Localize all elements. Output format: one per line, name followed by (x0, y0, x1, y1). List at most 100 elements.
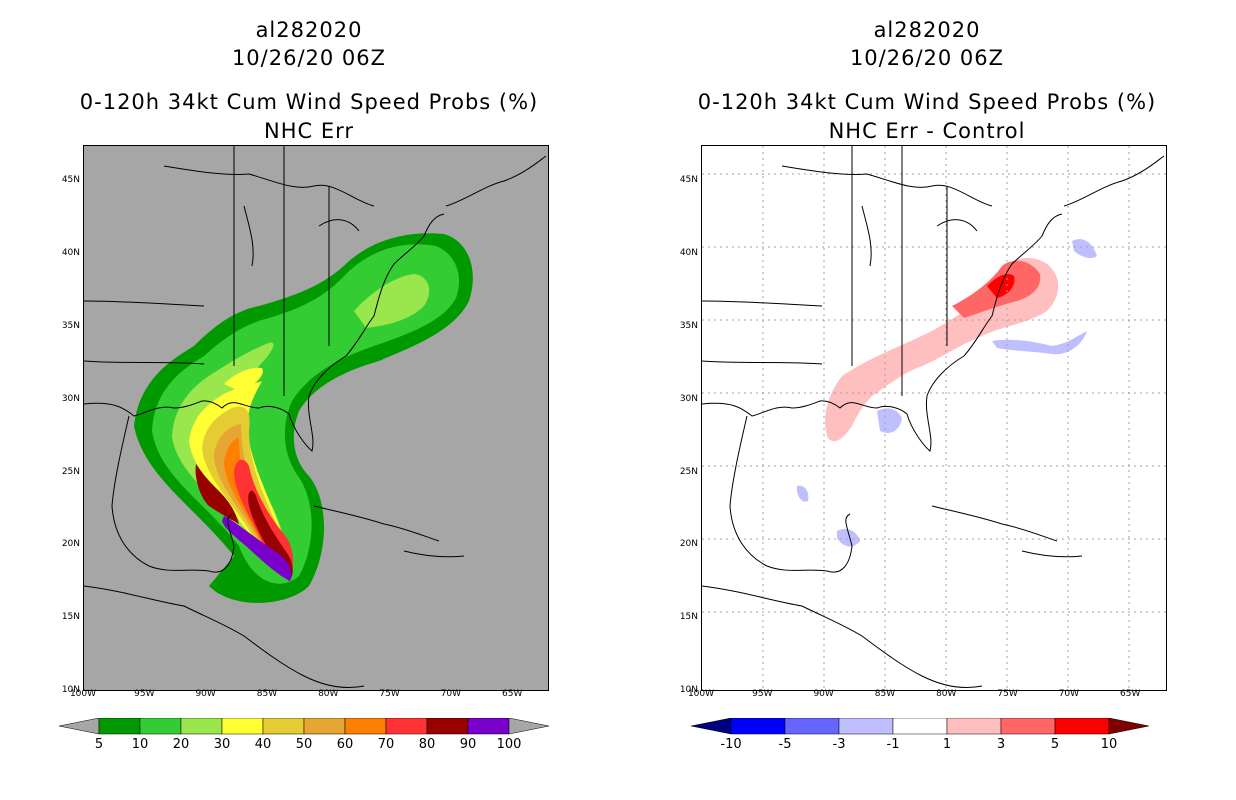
contour-30b (224, 367, 263, 391)
coastlines (84, 146, 547, 689)
colorbar-label: -1 (886, 737, 900, 752)
colorbar-label: 90 (459, 737, 477, 752)
colorbar-graphic (58, 718, 550, 735)
lat-tick-label: 25N (61, 466, 80, 477)
difference-shading (796, 239, 1097, 547)
lat-tick-label: 20N (679, 539, 698, 550)
colorbar-swatch (180, 718, 223, 735)
colorbar-label: 5 (94, 737, 104, 752)
lon-tick-label: 80W (318, 689, 339, 699)
colorbar-label: 3 (996, 737, 1006, 752)
colorbar-left-arrow (58, 718, 100, 735)
lon-tick-label: 75W (379, 689, 400, 699)
lon-tick-label: 95W (134, 689, 155, 699)
colorbar-swatch (1054, 718, 1110, 735)
diff-negative-1d (837, 529, 860, 547)
lat-tick-label: 15N (61, 612, 80, 623)
colorbar-label: 70 (377, 737, 395, 752)
diff-negative-1c (1072, 239, 1097, 259)
right-difference-map (701, 145, 1167, 691)
diff-negative-1a (992, 331, 1087, 355)
colorbar-swatch (344, 718, 387, 735)
colorbar-right-arrow (1108, 718, 1150, 735)
lon-tick-label: 100W (69, 689, 97, 699)
left-subtitle: NHC Err (263, 119, 354, 143)
right-datetime: 10/26/20 06Z (849, 46, 1005, 70)
lat-tick-label: 15N (679, 612, 698, 623)
right-storm-id: al282020 (873, 18, 981, 42)
colorbar-label: 100 (496, 737, 522, 752)
coastlines (702, 146, 1165, 689)
colorbar-right-arrow (508, 718, 550, 735)
colorbar-swatch (303, 718, 346, 735)
lon-tick-label: 80W (936, 689, 957, 699)
colorbar-swatch (139, 718, 182, 735)
colorbar-swatch (262, 718, 305, 735)
lon-tick-label: 95W (752, 689, 773, 699)
colorbar-label: 20 (172, 737, 190, 752)
lat-tick-label: 40N (679, 248, 698, 259)
right-map-graphic (702, 146, 1166, 690)
left-storm-id: al282020 (255, 18, 363, 42)
colorbar-label: 10 (1100, 737, 1118, 752)
lon-tick-label: 65W (1120, 689, 1141, 699)
left-datetime: 10/26/20 06Z (231, 46, 387, 70)
colorbar-swatch (892, 718, 948, 735)
lat-tick-label: 40N (61, 248, 80, 259)
contour-100 (222, 516, 292, 581)
colorbar-swatch (784, 718, 840, 735)
colorbar-label: 10 (131, 737, 149, 752)
diff-negative-1b (877, 408, 902, 433)
colorbar-swatch (467, 718, 510, 735)
colorbar-label: 1 (942, 737, 952, 752)
colorbar-swatch (98, 718, 141, 735)
colorbar-left-arrow (690, 718, 732, 735)
lat-tick-label: 35N (61, 321, 80, 331)
lon-tick-label: 65W (502, 689, 523, 699)
colorbar-label: 30 (213, 737, 231, 752)
lat-tick-label: 10N (679, 685, 698, 695)
colorbar-swatch (730, 718, 786, 735)
contour-20b (354, 274, 430, 328)
colorbar-swatch (838, 718, 894, 735)
left-map-graphic (84, 146, 547, 689)
diff-negative-1e (796, 485, 809, 502)
right-subtitle: NHC Err - Control (828, 119, 1026, 143)
lat-tick-label: 25N (679, 466, 698, 477)
colorbar-swatch (946, 718, 1002, 735)
grid-lines (702, 146, 1166, 690)
lon-tick-label: 90W (195, 689, 216, 699)
colorbar-label: 5 (1050, 737, 1060, 752)
lat-tick-label: 30N (61, 393, 80, 404)
right-panel: al282020 10/26/20 06Z 0-120h 34kt Cum Wi… (618, 0, 1236, 800)
right-title: 0-120h 34kt Cum Wind Speed Probs (%) (697, 90, 1157, 114)
contour-90 (195, 464, 239, 524)
left-panel: al282020 10/26/20 06Z 0-120h 34kt Cum Wi… (58, 18, 550, 752)
lon-tick-label: 100W (687, 689, 715, 699)
colorbar-swatch (221, 718, 264, 735)
lon-tick-label: 75W (997, 689, 1018, 699)
lon-tick-label: 70W (1058, 689, 1080, 699)
lat-tick-label: 45N (679, 175, 698, 186)
lat-tick-label: 45N (61, 175, 80, 186)
colorbar-label: 80 (418, 737, 436, 752)
colorbar-label: -3 (832, 737, 846, 752)
probability-swath (134, 233, 473, 603)
colorbar-label: -10 (720, 737, 742, 752)
colorbar-label: -5 (778, 737, 792, 752)
left-title: 0-120h 34kt Cum Wind Speed Probs (%) (79, 90, 539, 114)
lon-tick-label: 70W (440, 689, 462, 699)
colorbar-label: 60 (336, 737, 354, 752)
colorbar-label: 40 (254, 737, 272, 752)
colorbar-swatch (385, 718, 428, 735)
colorbar-label: 50 (295, 737, 313, 752)
lon-tick-label: 85W (874, 689, 896, 699)
colorbar-swatch (426, 718, 469, 735)
lat-tick-label: 35N (679, 321, 698, 331)
colorbar-graphic (690, 718, 1150, 735)
lat-tick-label: 10N (61, 685, 80, 695)
lon-tick-label: 85W (256, 689, 278, 699)
left-probability-map (83, 145, 549, 691)
colorbar-swatch (1000, 718, 1056, 735)
lon-tick-label: 90W (813, 689, 834, 699)
